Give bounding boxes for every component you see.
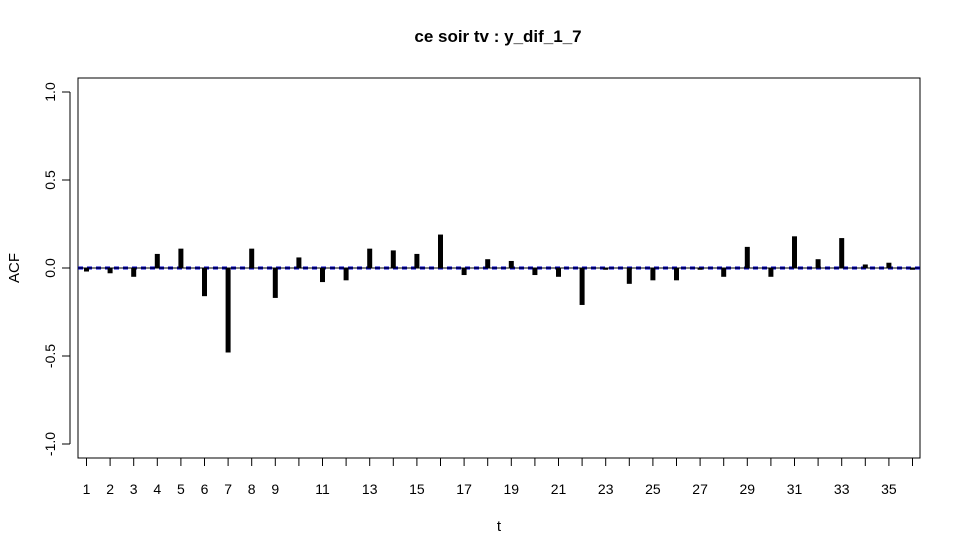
chart-title: ce soir tv : y_dif_1_7	[414, 27, 581, 46]
y-tick-label: 0.0	[42, 258, 58, 278]
y-tick-label: 1.0	[42, 82, 58, 102]
y-tick-label: 0.5	[42, 170, 58, 190]
x-tick-label: 3	[130, 481, 138, 497]
y-axis-label: ACF	[6, 253, 23, 283]
x-tick-label: 5	[177, 481, 185, 497]
x-axis: 1 2 3 4 5 6 7 8 9 11 13 15 17 19 21 23 25 27 29 31 33 35	[83, 457, 913, 497]
x-tick-label: 19	[504, 481, 520, 497]
y-axis: -1.0 -0.5 0.0 0.5 1.0	[42, 82, 71, 456]
y-tick-label: -1.0	[42, 432, 58, 456]
x-tick-label: 35	[881, 481, 897, 497]
x-tick-label: 2	[106, 481, 114, 497]
x-tick-label: 27	[692, 481, 708, 497]
x-tick-label: 15	[409, 481, 425, 497]
x-tick-label: 9	[271, 481, 279, 497]
x-tick-label: 8	[248, 481, 256, 497]
x-tick-label: 25	[645, 481, 661, 497]
x-tick-label: 4	[153, 481, 161, 497]
x-tick-label: 6	[201, 481, 209, 497]
acf-bars	[84, 234, 915, 353]
y-tick-label: -0.5	[42, 344, 58, 368]
x-tick-label: 31	[787, 481, 803, 497]
x-tick-label: 29	[740, 481, 756, 497]
x-tick-label: 17	[456, 481, 472, 497]
x-tick-label: 13	[362, 481, 378, 497]
x-tick-label: 21	[551, 481, 567, 497]
x-tick-label: 7	[224, 481, 232, 497]
x-axis-label: t	[497, 518, 502, 535]
x-tick-label: 11	[315, 481, 330, 497]
x-tick-label: 33	[834, 481, 850, 497]
x-tick-label: 23	[598, 481, 614, 497]
x-tick-label: 1	[83, 481, 91, 497]
